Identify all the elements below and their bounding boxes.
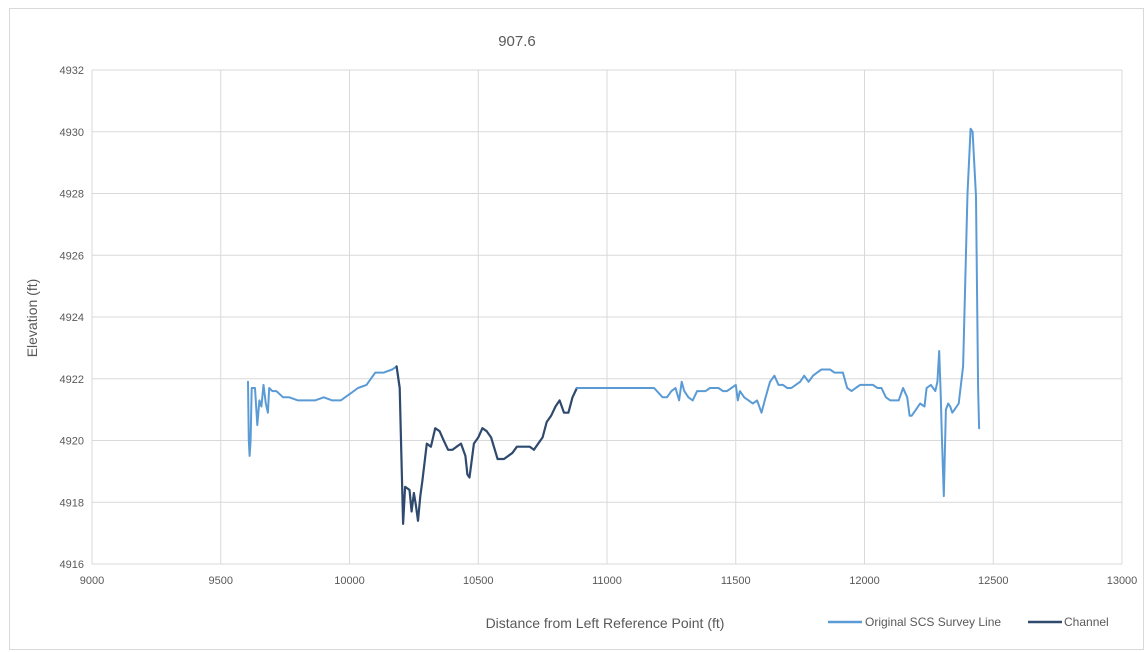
y-tick-label: 4918 [60,497,84,509]
chart-title: 907.6 [498,33,536,50]
x-tick-label: 13000 [1107,575,1138,587]
x-tick-label: 12500 [978,575,1009,587]
x-tick-label: 10500 [463,575,494,587]
y-tick-label: 4922 [60,374,84,386]
y-tick-label: 4926 [60,250,84,262]
series-line-original-scs-survey-line [247,365,401,457]
y-tick-label: 4924 [60,312,84,324]
y-tick-label: 4930 [60,127,84,139]
series-lines [247,127,981,525]
x-tick-label: 11000 [592,575,622,587]
x-tick-label: 9000 [80,575,104,587]
legend-label-survey: Original SCS Survey Line [865,615,1001,629]
y-tick-label: 4928 [60,189,84,201]
x-tick-label: 11500 [721,575,751,587]
chart-frame [9,8,1144,650]
tick-labels: 9000 9500 10000 10500 11000 11500 12000 12500 13… [60,65,1138,587]
legend-label-channel: Channel [1064,615,1109,629]
series-line-channel [395,365,578,525]
y-axis-label: Elevation (ft) [24,279,40,358]
y-tick-label: 4932 [60,65,84,77]
x-tick-label: 10000 [334,575,365,587]
series-line-series-2 [575,127,981,498]
y-tick-label: 4916 [60,559,84,571]
x-tick-label: 9500 [209,575,233,587]
x-axis-label: Distance from Left Reference Point (ft) [486,615,725,631]
legend: Original SCS Survey Line Channel [828,615,1109,629]
y-tick-label: 4920 [60,436,84,448]
x-tick-label: 12000 [849,575,880,587]
gridlines [91,69,1123,565]
